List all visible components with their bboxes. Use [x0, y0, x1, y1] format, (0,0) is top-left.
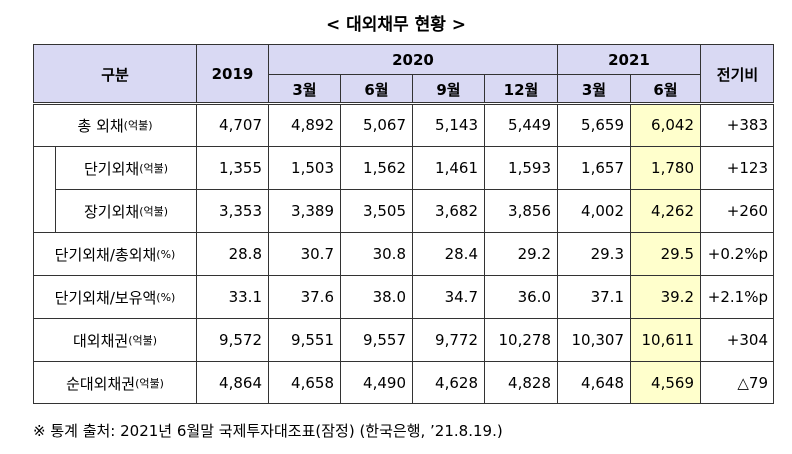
title: < 대외채무 현황 >: [325, 15, 467, 35]
value-cell: 39.2: [630, 275, 700, 318]
value-cell: 1,593: [484, 146, 557, 189]
value-cell: 4,892: [268, 103, 340, 146]
footnote: ※ 통계 출처: 2021년 6월말 국제투자대조표(잠정) (한국은행, ’2…: [33, 422, 503, 440]
value-cell: 10,307: [557, 318, 630, 361]
value-cell: 29.2: [484, 232, 557, 275]
value-cell: 5,143: [412, 103, 484, 146]
label-unit: (억불): [139, 162, 169, 175]
value-cell: +383: [700, 103, 774, 146]
value-cell: 29.3: [557, 232, 630, 275]
value-cell: 5,449: [484, 103, 557, 146]
header-cell: 구분: [33, 44, 196, 103]
value-cell: 28.4: [412, 232, 484, 275]
value-cell: 4,490: [340, 361, 412, 404]
row-label: 대외채권 (억불): [33, 318, 196, 361]
value-cell: +123: [700, 146, 774, 189]
value-cell: 33.1: [196, 275, 268, 318]
value-cell: 28.8: [196, 232, 268, 275]
value-cell: 3,353: [196, 189, 268, 232]
value-cell: 37.1: [557, 275, 630, 318]
value-cell: 4,262: [630, 189, 700, 232]
value-cell: 36.0: [484, 275, 557, 318]
header-cell: 6월: [630, 74, 700, 103]
value-cell: 1,562: [340, 146, 412, 189]
row-label: 단기외채 (억불): [55, 146, 196, 189]
value-cell: 5,659: [557, 103, 630, 146]
header-cell: 3월: [557, 74, 630, 103]
value-cell: 4,628: [412, 361, 484, 404]
header-cell: 3월: [268, 74, 340, 103]
value-cell: 4,002: [557, 189, 630, 232]
value-cell: 4,707: [196, 103, 268, 146]
value-cell: 10,278: [484, 318, 557, 361]
value-cell: 4,658: [268, 361, 340, 404]
indent-cell: [33, 146, 55, 232]
label-text: 장기외채: [83, 202, 140, 221]
value-cell: 10,611: [630, 318, 700, 361]
header-cell: 2019: [196, 44, 268, 103]
header-cell: 9월: [412, 74, 484, 103]
value-cell: 34.7: [412, 275, 484, 318]
value-cell: 1,503: [268, 146, 340, 189]
value-cell: 9,772: [412, 318, 484, 361]
label-text: 단기외채/보유액: [54, 288, 157, 307]
value-cell: 30.8: [340, 232, 412, 275]
label-unit: (억불): [128, 334, 158, 347]
label-text: 순대외채권: [66, 374, 136, 393]
label-unit: (%): [156, 290, 176, 304]
header-cell: 12월: [484, 74, 557, 103]
value-cell: 3,389: [268, 189, 340, 232]
label-unit: (억불): [123, 119, 153, 132]
value-cell: 9,572: [196, 318, 268, 361]
value-cell: 4,828: [484, 361, 557, 404]
value-cell: 4,569: [630, 361, 700, 404]
header-cell: 2020: [268, 44, 557, 74]
row-label: 순대외채권 (억불): [33, 361, 196, 404]
row-label: 장기외채 (억불): [55, 189, 196, 232]
value-cell: +304: [700, 318, 774, 361]
label-text: 총 외채: [77, 116, 124, 135]
value-cell: 9,551: [268, 318, 340, 361]
value-cell: 1,657: [557, 146, 630, 189]
value-cell: 3,856: [484, 189, 557, 232]
value-cell: 1,355: [196, 146, 268, 189]
value-cell: 4,864: [196, 361, 268, 404]
header-cell: 2021: [557, 44, 700, 74]
row-label: 단기외채/총외채 (%): [33, 232, 196, 275]
value-cell: 6,042: [630, 103, 700, 146]
value-cell: 4,648: [557, 361, 630, 404]
label-text: 대외채권: [72, 331, 129, 350]
header-cell: 6월: [340, 74, 412, 103]
value-cell: 37.6: [268, 275, 340, 318]
header-rule: [33, 102, 774, 105]
label-text: 단기외채/총외채: [54, 245, 157, 264]
header-cell: 전기비: [700, 44, 774, 103]
label-unit: (억불): [135, 377, 164, 390]
value-cell: 1,461: [412, 146, 484, 189]
value-cell: 38.0: [340, 275, 412, 318]
value-cell: +0.2%p: [700, 232, 774, 275]
label-unit: (%): [156, 247, 176, 261]
value-cell: 29.5: [630, 232, 700, 275]
value-cell: 9,557: [340, 318, 412, 361]
row-label: 총 외채 (억불): [33, 103, 196, 146]
value-cell: 30.7: [268, 232, 340, 275]
value-cell: 1,780: [630, 146, 700, 189]
row-label: 단기외채/보유액 (%): [33, 275, 196, 318]
value-cell: +2.1%p: [700, 275, 774, 318]
value-cell: 3,682: [412, 189, 484, 232]
value-cell: 3,505: [340, 189, 412, 232]
label-text: 단기외채: [83, 159, 140, 178]
label-unit: (억불): [139, 205, 169, 218]
value-cell: △79: [700, 361, 774, 404]
value-cell: 5,067: [340, 103, 412, 146]
value-cell: +260: [700, 189, 774, 232]
